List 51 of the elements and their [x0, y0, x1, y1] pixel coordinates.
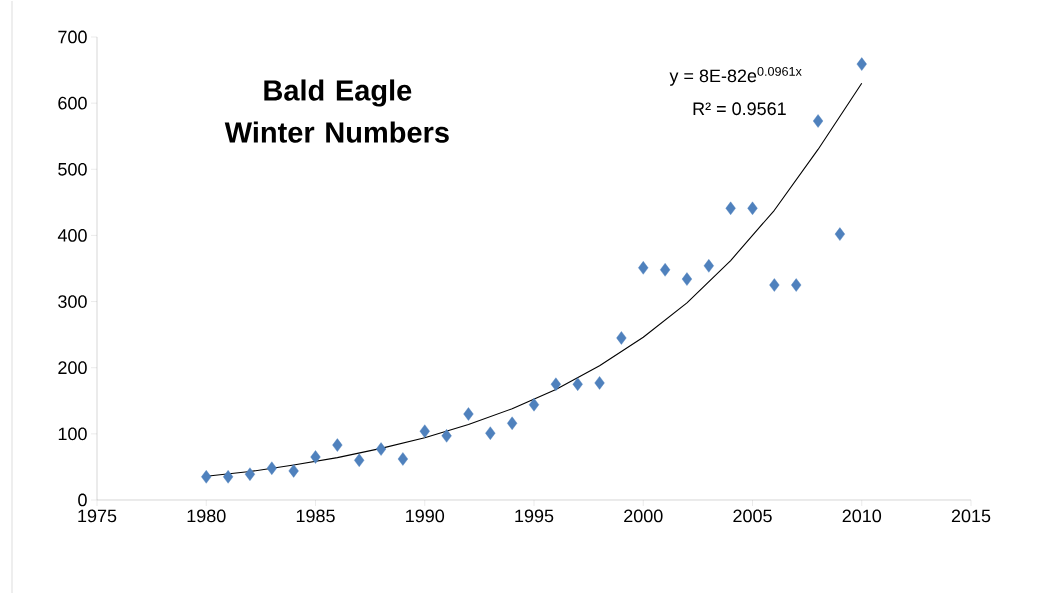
point [616, 331, 627, 345]
y-tick-label: 300 [58, 295, 87, 308]
x-tick-label: 2000 [624, 509, 663, 523]
point [594, 376, 605, 390]
point [201, 470, 212, 484]
point [419, 424, 430, 438]
point [441, 429, 452, 443]
point [244, 467, 256, 481]
y-tick-label: 100 [58, 427, 87, 441]
y-tick-label: 200 [58, 361, 87, 374]
x-tick-label: 1985 [296, 509, 335, 523]
point [310, 450, 321, 464]
text: Bald Eagle Winter Numbers [224, 79, 449, 143]
point [375, 442, 387, 456]
x-tick-label: 1975 [78, 509, 117, 523]
point [703, 259, 714, 273]
point [572, 377, 583, 391]
point [747, 201, 758, 215]
point [856, 57, 867, 71]
point [681, 272, 693, 286]
point [288, 464, 299, 478]
point [223, 470, 234, 484]
y-tick-label: 500 [58, 162, 87, 176]
point [485, 426, 496, 440]
y-tick-label: 600 [58, 96, 87, 110]
point [397, 452, 408, 466]
y-tick-label: 0 [78, 493, 87, 507]
x-tick-label: 1980 [187, 509, 226, 523]
y-tick-label: 400 [57, 228, 87, 242]
point [354, 453, 365, 467]
point [528, 397, 540, 412]
y-tick-label: 700 [58, 30, 87, 44]
point [266, 461, 277, 475]
point [660, 263, 671, 277]
annotation: R² = 0.9561 [693, 102, 786, 116]
point [550, 377, 561, 391]
point [463, 407, 474, 421]
x-tick-label: 2010 [842, 509, 882, 523]
point [638, 261, 649, 275]
annotation: y = 8E-82e$^{0.0961x}$ [669, 66, 802, 86]
point [725, 201, 736, 215]
x-tick-label: 2015 [951, 509, 991, 523]
point [769, 278, 780, 292]
point [812, 114, 824, 128]
x-tick-label: 1995 [515, 509, 554, 523]
point [332, 438, 343, 452]
point [834, 227, 845, 241]
x-tick-label: 1990 [406, 509, 445, 523]
point [791, 278, 802, 292]
point [507, 416, 518, 430]
x-tick-label: 2005 [733, 509, 772, 523]
